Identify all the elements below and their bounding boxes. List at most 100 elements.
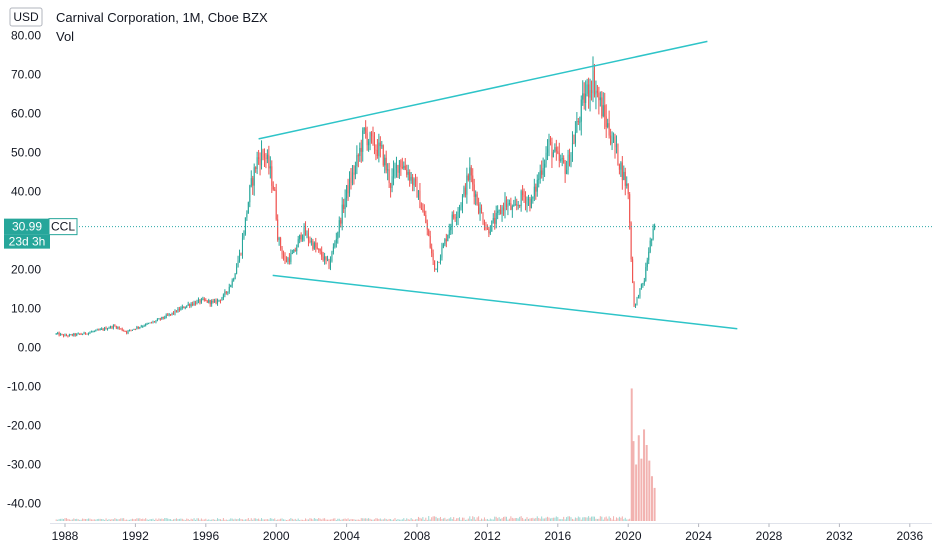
candle-body [623, 171, 625, 181]
volume-bar [303, 519, 305, 521]
candle-body [85, 332, 87, 334]
currency-badge[interactable]: USD [9, 7, 43, 27]
candle-body [71, 334, 73, 336]
candle-body [170, 314, 172, 316]
candle-body [307, 233, 309, 241]
volume-bar [140, 519, 142, 521]
candle-body [501, 207, 503, 214]
volume-bar [71, 519, 73, 521]
candle-body [375, 149, 377, 151]
volume-bar [234, 518, 236, 521]
volume-bar [193, 518, 195, 521]
candle-body [624, 171, 626, 186]
candle-body [253, 167, 255, 186]
volume-bar [464, 519, 466, 521]
candle-body [180, 307, 182, 311]
volume-bar [539, 518, 541, 521]
candle-body [338, 220, 340, 233]
volume-bar [356, 519, 358, 521]
candle-body [589, 90, 591, 98]
candle-body [445, 239, 447, 242]
volume-bar [526, 517, 528, 521]
volume-bar [629, 518, 631, 521]
trendlines[interactable] [258, 40, 738, 330]
candle-body [290, 253, 292, 262]
candle-body [593, 70, 595, 95]
candle-body [425, 215, 427, 224]
candle-body [63, 334, 65, 337]
candle-body [504, 200, 506, 211]
volume-bar [438, 518, 440, 521]
candle-body [222, 294, 224, 299]
volume-bar [542, 518, 544, 521]
candle-body [64, 334, 66, 337]
candle-body [384, 157, 386, 166]
candle-body [79, 333, 81, 335]
candle-body [366, 133, 368, 146]
candle-body [560, 159, 562, 161]
candle-body [498, 209, 500, 212]
candle-body [255, 167, 257, 169]
candle-body [478, 204, 480, 214]
volume-bar [315, 518, 317, 521]
candle-body [249, 185, 251, 203]
volume-bar [589, 517, 591, 521]
candle-body [61, 334, 63, 336]
candle-body [340, 220, 342, 224]
volume-bar [247, 518, 249, 521]
candle-body [602, 105, 604, 117]
volume-bar [127, 519, 129, 521]
volume-bar [332, 518, 334, 521]
candle-body [564, 162, 566, 174]
candle-body [615, 144, 617, 148]
candle-body [217, 299, 219, 304]
candle-body [368, 141, 370, 146]
trendline-lower[interactable] [272, 274, 738, 330]
candle-body [486, 228, 488, 230]
volume-bar [136, 518, 138, 521]
candle-body [219, 299, 221, 301]
candle-body [65, 334, 67, 336]
volume-bar [346, 519, 348, 521]
volume-bar [608, 516, 610, 521]
volume-bar [121, 518, 123, 521]
volume-bar [426, 519, 428, 521]
candle-body [266, 154, 268, 159]
volume-bar [434, 516, 436, 521]
volume-bar [134, 519, 136, 521]
volume-bar [428, 516, 430, 521]
volume-bar [582, 517, 584, 521]
candle-body [121, 328, 123, 331]
volume-bar [413, 519, 415, 521]
candle-body [450, 226, 452, 231]
candle-body [177, 308, 179, 313]
candle-body [324, 256, 326, 261]
candle-body [287, 258, 289, 262]
volume-bar [142, 518, 144, 521]
candle-body [491, 220, 493, 232]
volume-bar [90, 519, 92, 521]
candle-body [510, 203, 512, 210]
candle-body [582, 93, 584, 100]
candle-body [99, 329, 101, 331]
candle-body [83, 332, 85, 335]
volume-bar [375, 518, 377, 521]
candle-body [359, 147, 361, 157]
candle-body [269, 166, 271, 169]
candle-body [621, 162, 623, 181]
volume-bar [324, 518, 326, 521]
candle-body [640, 284, 642, 289]
volume-bar [488, 519, 490, 521]
volume-bar [466, 519, 468, 521]
candle-body [460, 207, 462, 209]
candle-body [175, 310, 177, 313]
candle-body [385, 157, 387, 171]
candle-body [111, 326, 113, 328]
candle-body [247, 202, 249, 214]
candle-body [73, 333, 75, 336]
volume-bar [335, 519, 337, 521]
trendline-upper[interactable] [258, 40, 708, 140]
candle-body [300, 234, 302, 240]
